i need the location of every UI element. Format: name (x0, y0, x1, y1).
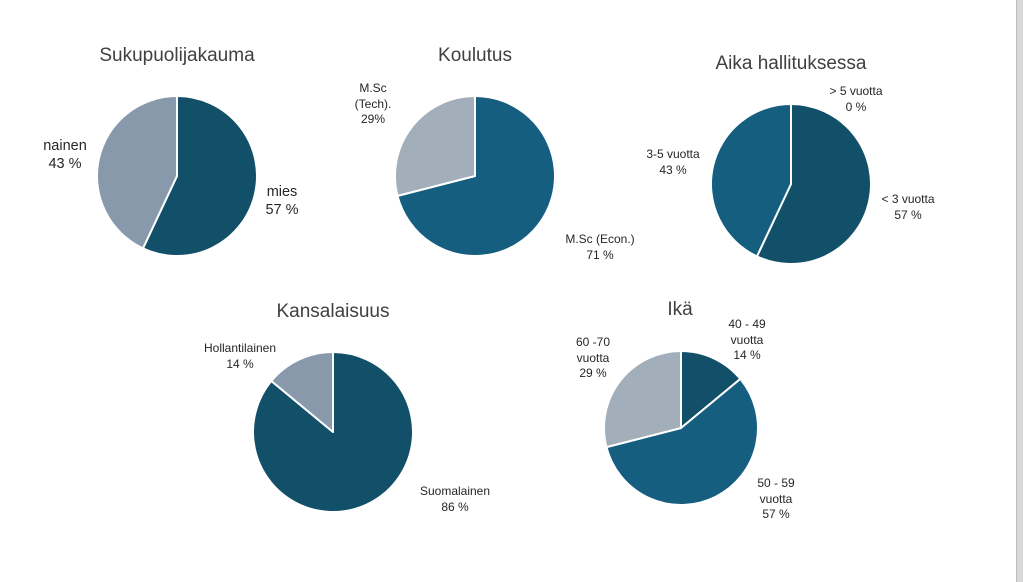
pie-chart-1 (394, 95, 556, 257)
pie-slice-1-1 (394, 95, 476, 197)
slice-label-over-5: > 5 vuotta 0 % (829, 84, 883, 114)
pie-slice-4-1 (605, 377, 759, 507)
chart-title-gender: Sukupuolijakauma (99, 45, 255, 66)
slice-label-tech: M.Sc (Tech). 29% (354, 81, 392, 126)
slide-edge (1016, 0, 1023, 582)
pie-chart-2 (710, 103, 872, 265)
slice-label-nainen: nainen 43 % (43, 138, 87, 172)
slide-edge-line (1016, 0, 1017, 582)
slice-label-50-59: 50 - 59 vuotta 57 % (757, 476, 795, 521)
slice-label-econ: M.Sc (Econ.) 71 % (565, 232, 635, 262)
pie-slice-3-1 (270, 351, 334, 433)
pie-chart-4 (603, 350, 759, 507)
chart-title-age: Ikä (667, 299, 693, 320)
slice-label-finnish: Suomalainen 86 % (419, 484, 491, 514)
pie-chart-0 (96, 95, 258, 257)
pie-slice-0-0 (141, 95, 258, 257)
slice-label-40-49: 40 - 49 vuotta 14 % (728, 317, 766, 362)
pie-slice-4-2 (603, 350, 682, 449)
pie-slice-0-1 (96, 95, 178, 250)
pie-slice-1-0 (396, 95, 556, 257)
pie-slice-2-0 (755, 103, 872, 265)
pie-chart-3 (252, 351, 414, 513)
chart-title-board-tenure: Aika hallituksessa (715, 53, 867, 74)
chart-title-citizenship: Kansalaisuus (276, 301, 390, 322)
chart-title-education: Koulutus (438, 45, 512, 66)
pie-slice-4-0 (680, 350, 742, 429)
slice-label-3-5: 3-5 vuotta 43 % (646, 147, 700, 177)
pie-slice-2-1 (710, 103, 792, 258)
slice-label-under-3: < 3 vuotta 57 % (881, 192, 935, 222)
slice-label-mies: mies 57 % (265, 184, 299, 218)
slice-label-60-70: 60 -70 vuotta 29 % (575, 335, 611, 380)
slice-label-dutch: Hollantilainen 14 % (203, 341, 277, 371)
